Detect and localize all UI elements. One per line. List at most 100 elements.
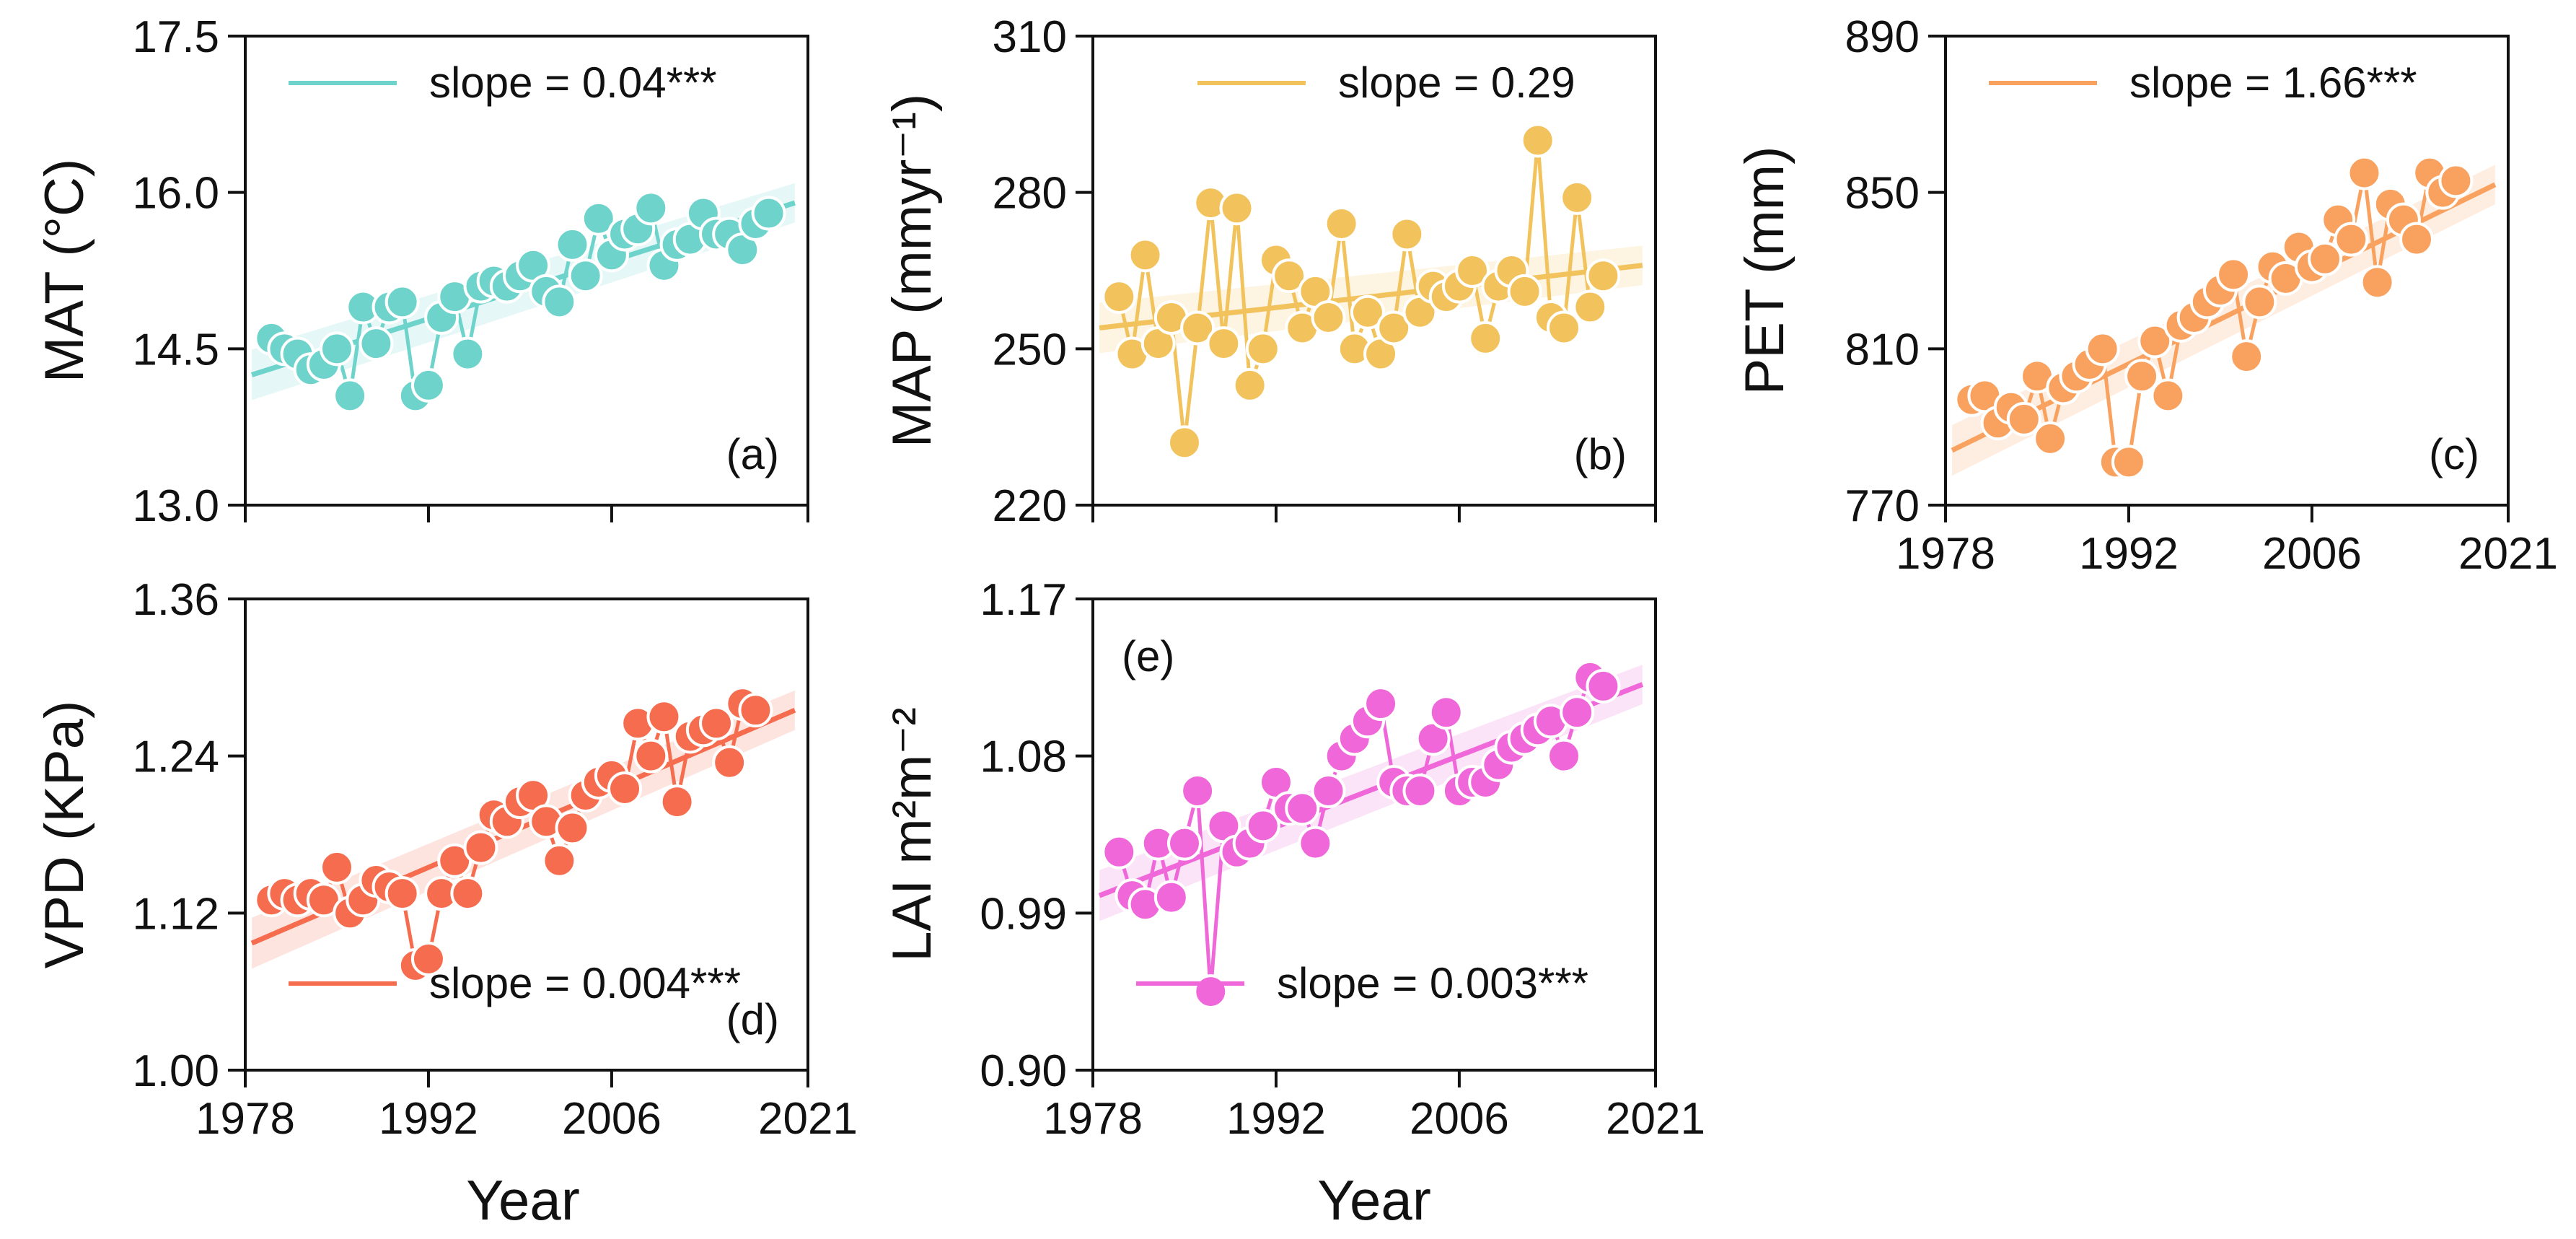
data-point (1350, 294, 1385, 330)
data-point (1324, 206, 1359, 241)
data-point (1102, 279, 1137, 315)
data-point (333, 378, 368, 413)
data-point (1285, 791, 1320, 826)
data-point (1547, 310, 1582, 346)
plot-frame (1091, 597, 1657, 1072)
data-point (1245, 808, 1280, 844)
data-point (2308, 241, 2343, 276)
data-point (1376, 310, 1412, 346)
x-tick-label: 1978 (1896, 529, 1995, 579)
x-tick-label: 2006 (1410, 1094, 1509, 1144)
legend-label: slope = 0.003*** (1277, 959, 1588, 1007)
y-tick-label: 1.24 (132, 732, 219, 782)
data-point (1219, 191, 1254, 226)
data-point (1193, 974, 1228, 1010)
data-point (1468, 320, 1503, 356)
panel-d: 1.00 1.12 1.24 1.36 1978 1992 2006 2021 VPD (KPa… (34, 575, 858, 1144)
data-point (463, 830, 498, 865)
data-point (2137, 323, 2173, 359)
data-point (2085, 331, 2120, 367)
x-tick-label: 2021 (758, 1094, 858, 1144)
data-point (1586, 258, 1621, 294)
data-point (1180, 774, 1216, 809)
panel-b: 220 250 280 310 MAP (mmyr⁻¹) slope = 0.29 (b) (882, 12, 1657, 531)
x-tick-label: 2006 (2262, 529, 2362, 579)
data-point (2399, 222, 2435, 257)
panel-label: (e) (1122, 632, 1174, 680)
y-tick-label: 280 (993, 169, 1067, 219)
x-axis-title-left: Year (466, 1168, 580, 1232)
data-point (384, 876, 420, 911)
y-tick-label: 220 (993, 481, 1067, 531)
panel-label: (b) (1574, 430, 1627, 478)
y-tick-label: 770 (1845, 481, 1920, 531)
data-point (1298, 826, 1333, 861)
data-point (1402, 774, 1438, 809)
data-point (542, 284, 577, 320)
x-tick-label: 1978 (195, 1094, 295, 1144)
x-tick-label: 2021 (2458, 529, 2558, 579)
data-point (359, 326, 394, 362)
data-point (1272, 258, 1307, 294)
data-point (1428, 695, 1464, 730)
data-point (555, 810, 590, 846)
data-point (1206, 326, 1241, 362)
data-point (1127, 237, 1163, 273)
data-point (410, 941, 446, 976)
data-point (1245, 331, 1280, 367)
data-point (2229, 339, 2264, 375)
legend-label: slope = 0.29 (1338, 58, 1575, 107)
data-point (1586, 668, 1621, 704)
y-axis-title: PET (mm) (1734, 146, 1795, 395)
legend-label: slope = 1.66*** (2129, 58, 2417, 107)
data-point (450, 336, 485, 372)
data-point (2216, 257, 2251, 292)
data-point (2111, 445, 2146, 480)
data-point (699, 706, 734, 741)
data-point (581, 201, 616, 236)
plot-frame (244, 597, 809, 1072)
data-point (1153, 880, 1189, 915)
legend-label: slope = 0.004*** (429, 959, 741, 1007)
data-point (1560, 180, 1595, 215)
x-tick-label: 1992 (379, 1094, 478, 1144)
data-point (1560, 695, 1595, 730)
y-axis-title: MAT (°C) (34, 159, 95, 382)
y-tick-label: 0.90 (980, 1046, 1067, 1096)
panel-label: (d) (726, 995, 779, 1043)
y-tick-label: 890 (1845, 12, 1920, 62)
y-tick-label: 310 (993, 12, 1067, 62)
y-tick-label: 1.00 (132, 1046, 219, 1096)
data-point (450, 876, 485, 911)
data-point (1389, 216, 1425, 252)
y-tick-label: 250 (993, 325, 1067, 375)
legend-label: slope = 0.04*** (429, 58, 717, 107)
data-point (2150, 378, 2186, 413)
panel-e: 0.90 0.99 1.08 1.17 1978 1992 2006 2021 LAI m²m⁻… (882, 575, 1705, 1144)
y-tick-label: 16.0 (132, 169, 219, 219)
data-point (384, 284, 420, 320)
x-tick-label: 2021 (1606, 1094, 1705, 1144)
y-tick-label: 1.17 (980, 575, 1067, 625)
data-point (2347, 155, 2382, 191)
data-point (2360, 265, 2395, 300)
data-point (1180, 310, 1216, 346)
y-axis-title: VPD (KPa) (34, 701, 95, 969)
x-tick-label: 2006 (562, 1094, 661, 1144)
data-point (2242, 284, 2277, 320)
data-point (2334, 222, 2369, 257)
y-tick-label: 0.99 (980, 889, 1067, 939)
panels: 13.0 14.5 16.0 17.5 MAT (°C) slope = 0.04*** (… (34, 12, 2558, 1144)
y-tick-label: 1.36 (132, 575, 219, 625)
y-axis-title: MAP (mmyr⁻¹) (882, 94, 943, 447)
data-point (751, 196, 786, 231)
x-tick-label: 1992 (2079, 529, 2179, 579)
data-point (2438, 163, 2474, 198)
data-point (1573, 289, 1608, 325)
data-point (1520, 123, 1555, 158)
y-tick-label: 17.5 (132, 12, 219, 62)
data-point (738, 693, 773, 728)
data-point (712, 745, 747, 780)
data-point (555, 227, 590, 262)
